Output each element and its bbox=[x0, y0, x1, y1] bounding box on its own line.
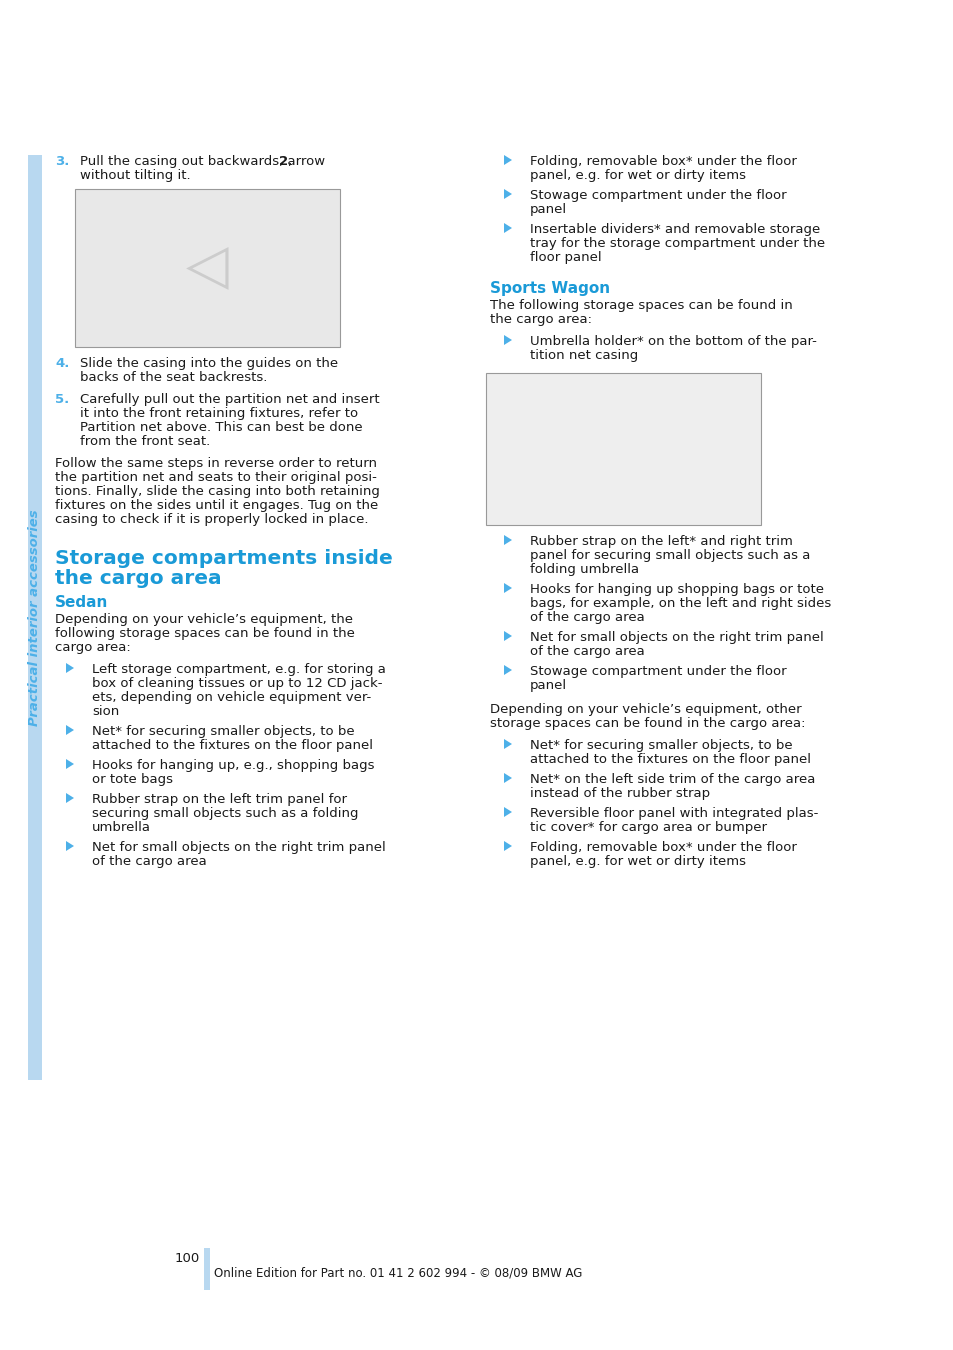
Text: panel, e.g. for wet or dirty items: panel, e.g. for wet or dirty items bbox=[530, 169, 745, 182]
Polygon shape bbox=[503, 774, 512, 783]
Polygon shape bbox=[503, 738, 512, 749]
Text: Practical interior accessories: Practical interior accessories bbox=[29, 509, 42, 726]
Text: Insertable dividers* and removable storage: Insertable dividers* and removable stora… bbox=[530, 223, 820, 236]
Text: panel for securing small objects such as a: panel for securing small objects such as… bbox=[530, 549, 809, 562]
Text: Follow the same steps in reverse order to return: Follow the same steps in reverse order t… bbox=[55, 458, 376, 470]
Text: fixtures on the sides until it engages. Tug on the: fixtures on the sides until it engages. … bbox=[55, 500, 377, 512]
Polygon shape bbox=[66, 725, 74, 734]
Text: Sports Wagon: Sports Wagon bbox=[490, 281, 610, 296]
Text: tions. Finally, slide the casing into both retaining: tions. Finally, slide the casing into bo… bbox=[55, 485, 379, 498]
Text: panel: panel bbox=[530, 202, 566, 216]
Text: the cargo area:: the cargo area: bbox=[490, 313, 592, 325]
Text: without tilting it.: without tilting it. bbox=[80, 169, 191, 182]
Text: Net* for securing smaller objects, to be: Net* for securing smaller objects, to be bbox=[91, 725, 355, 738]
Text: casing to check if it is properly locked in place.: casing to check if it is properly locked… bbox=[55, 513, 368, 526]
Text: Stowage compartment under the floor: Stowage compartment under the floor bbox=[530, 189, 786, 202]
Text: Net for small objects on the right trim panel: Net for small objects on the right trim … bbox=[91, 841, 385, 855]
Text: attached to the fixtures on the floor panel: attached to the fixtures on the floor pa… bbox=[530, 753, 810, 765]
Text: Rubber strap on the left trim panel for: Rubber strap on the left trim panel for bbox=[91, 792, 347, 806]
Polygon shape bbox=[503, 189, 512, 198]
Text: of the cargo area: of the cargo area bbox=[530, 612, 644, 624]
Polygon shape bbox=[503, 335, 512, 346]
Text: Pull the casing out backwards, arrow: Pull the casing out backwards, arrow bbox=[80, 155, 329, 167]
Text: storage spaces can be found in the cargo area:: storage spaces can be found in the cargo… bbox=[490, 717, 804, 730]
Text: Net* on the left side trim of the cargo area: Net* on the left side trim of the cargo … bbox=[530, 774, 815, 786]
Polygon shape bbox=[503, 807, 512, 817]
Text: Stowage compartment under the floor: Stowage compartment under the floor bbox=[530, 666, 786, 678]
Polygon shape bbox=[503, 155, 512, 165]
Text: Left storage compartment, e.g. for storing a: Left storage compartment, e.g. for stori… bbox=[91, 663, 385, 676]
Polygon shape bbox=[503, 666, 512, 675]
Text: of the cargo area: of the cargo area bbox=[530, 645, 644, 657]
Polygon shape bbox=[66, 792, 74, 803]
Text: Umbrella holder* on the bottom of the par-: Umbrella holder* on the bottom of the pa… bbox=[530, 335, 816, 348]
Text: Folding, removable box* under the floor: Folding, removable box* under the floor bbox=[530, 155, 796, 167]
Polygon shape bbox=[503, 841, 512, 850]
Text: Net* for securing smaller objects, to be: Net* for securing smaller objects, to be bbox=[530, 738, 792, 752]
Text: floor panel: floor panel bbox=[530, 251, 601, 265]
Text: Hooks for hanging up, e.g., shopping bags: Hooks for hanging up, e.g., shopping bag… bbox=[91, 759, 375, 772]
Text: backs of the seat backrests.: backs of the seat backrests. bbox=[80, 371, 267, 383]
Text: Storage compartments inside: Storage compartments inside bbox=[55, 549, 393, 568]
Text: box of cleaning tissues or up to 12 CD jack-: box of cleaning tissues or up to 12 CD j… bbox=[91, 676, 382, 690]
Bar bbox=[75, 189, 339, 347]
Text: instead of the rubber strap: instead of the rubber strap bbox=[530, 787, 709, 801]
Text: Reversible floor panel with integrated plas-: Reversible floor panel with integrated p… bbox=[530, 807, 818, 819]
Text: 2: 2 bbox=[278, 155, 288, 167]
Text: ◁: ◁ bbox=[186, 242, 229, 296]
Text: attached to the fixtures on the floor panel: attached to the fixtures on the floor pa… bbox=[91, 738, 373, 752]
Text: panel, e.g. for wet or dirty items: panel, e.g. for wet or dirty items bbox=[530, 855, 745, 868]
Bar bbox=[28, 155, 42, 1080]
Text: Depending on your vehicle’s equipment, the: Depending on your vehicle’s equipment, t… bbox=[55, 613, 353, 626]
Polygon shape bbox=[503, 223, 512, 234]
Text: folding umbrella: folding umbrella bbox=[530, 563, 639, 576]
Text: umbrella: umbrella bbox=[91, 821, 151, 834]
Text: securing small objects such as a folding: securing small objects such as a folding bbox=[91, 807, 358, 819]
Text: 5.: 5. bbox=[55, 393, 70, 406]
Text: or tote bags: or tote bags bbox=[91, 774, 172, 786]
Polygon shape bbox=[66, 759, 74, 769]
Polygon shape bbox=[66, 663, 74, 674]
Text: Rubber strap on the left* and right trim: Rubber strap on the left* and right trim bbox=[530, 535, 792, 548]
Text: tic cover* for cargo area or bumper: tic cover* for cargo area or bumper bbox=[530, 821, 766, 834]
Text: 3.: 3. bbox=[55, 155, 70, 167]
Text: Hooks for hanging up shopping bags or tote: Hooks for hanging up shopping bags or to… bbox=[530, 583, 823, 595]
Polygon shape bbox=[503, 535, 512, 545]
Bar bbox=[204, 1247, 210, 1291]
Text: tition net casing: tition net casing bbox=[530, 350, 638, 362]
Text: Sedan: Sedan bbox=[55, 595, 109, 610]
Text: Online Edition for Part no. 01 41 2 602 994 - © 08/09 BMW AG: Online Edition for Part no. 01 41 2 602 … bbox=[213, 1266, 581, 1278]
Text: ,: , bbox=[287, 155, 291, 167]
Text: following storage spaces can be found in the: following storage spaces can be found in… bbox=[55, 626, 355, 640]
Polygon shape bbox=[503, 630, 512, 641]
Text: panel: panel bbox=[530, 679, 566, 693]
Text: ets, depending on vehicle equipment ver-: ets, depending on vehicle equipment ver- bbox=[91, 691, 371, 703]
Text: Net for small objects on the right trim panel: Net for small objects on the right trim … bbox=[530, 630, 822, 644]
Text: cargo area:: cargo area: bbox=[55, 641, 131, 653]
Text: sion: sion bbox=[91, 705, 119, 718]
Text: 100: 100 bbox=[174, 1251, 200, 1265]
Text: Slide the casing into the guides on the: Slide the casing into the guides on the bbox=[80, 356, 337, 370]
Text: The following storage spaces can be found in: The following storage spaces can be foun… bbox=[490, 298, 792, 312]
Polygon shape bbox=[503, 583, 512, 593]
Text: the cargo area: the cargo area bbox=[55, 568, 221, 589]
Text: 4.: 4. bbox=[55, 356, 70, 370]
Text: Carefully pull out the partition net and insert: Carefully pull out the partition net and… bbox=[80, 393, 379, 406]
Text: bags, for example, on the left and right sides: bags, for example, on the left and right… bbox=[530, 597, 830, 610]
Polygon shape bbox=[66, 841, 74, 850]
Text: it into the front retaining fixtures, refer to: it into the front retaining fixtures, re… bbox=[80, 406, 357, 420]
Bar bbox=[485, 373, 760, 525]
Text: the partition net and seats to their original posi-: the partition net and seats to their ori… bbox=[55, 471, 376, 485]
Text: of the cargo area: of the cargo area bbox=[91, 855, 207, 868]
Text: Folding, removable box* under the floor: Folding, removable box* under the floor bbox=[530, 841, 796, 855]
Text: Depending on your vehicle’s equipment, other: Depending on your vehicle’s equipment, o… bbox=[490, 703, 801, 716]
Text: tray for the storage compartment under the: tray for the storage compartment under t… bbox=[530, 238, 824, 250]
Text: from the front seat.: from the front seat. bbox=[80, 435, 210, 448]
Text: Partition net above. This can best be done: Partition net above. This can best be do… bbox=[80, 421, 362, 433]
